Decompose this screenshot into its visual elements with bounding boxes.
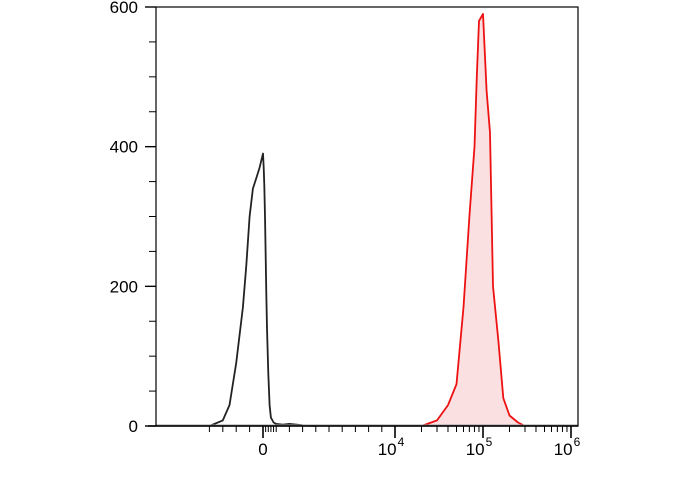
series-0-line (209, 152, 316, 427)
axes (148, 6, 579, 427)
y-tick-label: 200 (110, 277, 138, 296)
y-tick-label: 600 (110, 0, 138, 17)
y-tick-labels: 0 200 400 600 (110, 0, 138, 436)
x-tick-label: 0 (258, 440, 267, 459)
series-1-line (421, 13, 526, 427)
series-fills (421, 14, 525, 426)
x-tick-labels: 0 104 105 106 (258, 435, 580, 459)
minor-ticks (145, 6, 572, 438)
y-tick-label: 400 (110, 138, 138, 157)
series-1-area (421, 14, 525, 426)
plot-frame (155, 6, 579, 427)
x-tick-label: 106 (554, 435, 581, 459)
series-lines (156, 13, 578, 427)
x-tick-label: 104 (378, 435, 405, 459)
y-tick-label: 0 (129, 417, 138, 436)
x-tick-label: 105 (466, 435, 493, 459)
